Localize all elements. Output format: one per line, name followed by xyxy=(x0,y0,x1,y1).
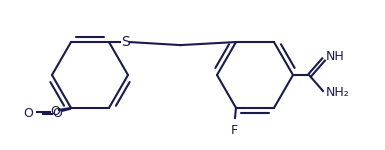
Text: O: O xyxy=(23,107,33,120)
Text: S: S xyxy=(121,35,129,49)
Text: O: O xyxy=(50,105,60,118)
Text: O: O xyxy=(52,107,62,120)
Text: NH: NH xyxy=(326,51,345,63)
Text: F: F xyxy=(231,124,238,137)
Text: NH₂: NH₂ xyxy=(326,87,350,99)
